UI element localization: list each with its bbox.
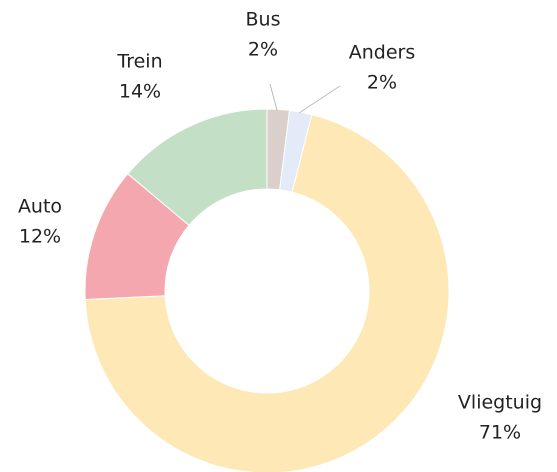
category-label: Bus	[246, 9, 281, 31]
value-label: 71%	[479, 422, 521, 444]
category-label: Auto	[18, 196, 62, 218]
category-label: Anders	[349, 42, 416, 64]
value-label: 2%	[248, 39, 278, 61]
leader-line	[269, 83, 278, 111]
donut-segment	[127, 108, 268, 227]
value-label: 2%	[367, 72, 397, 94]
value-label: 14%	[119, 81, 161, 103]
value-label: 12%	[19, 226, 61, 248]
leader-line	[298, 85, 341, 114]
donut-segment	[84, 113, 450, 472]
category-label: Trein	[116, 51, 162, 73]
category-label: Vliegtuig	[458, 392, 542, 414]
